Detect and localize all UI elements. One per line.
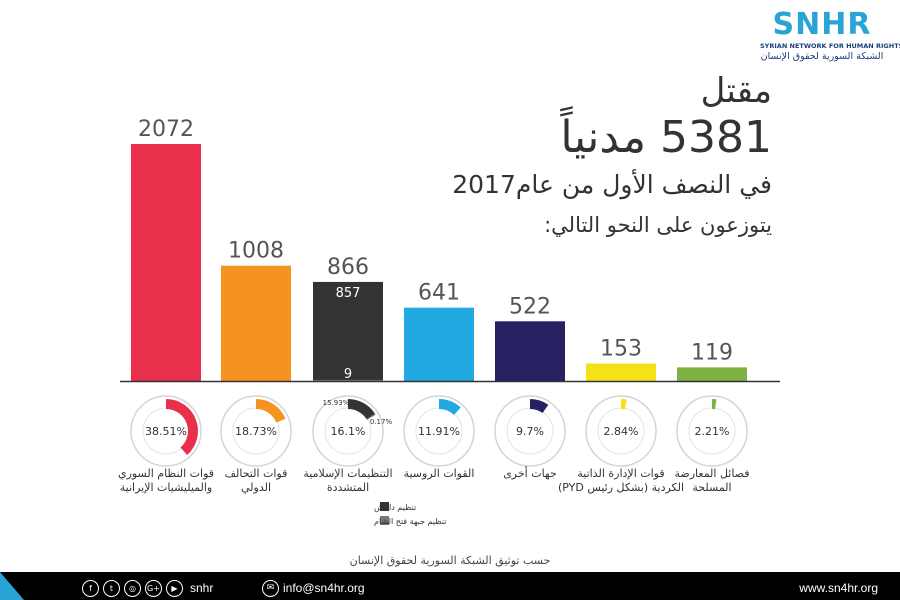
logo-english-name: SYRIAN NETWORK FOR HUMAN RIGHTS: [760, 42, 900, 50]
footer-accent: [0, 572, 24, 600]
percent-label: 18.73%: [235, 425, 277, 438]
percent-ring-inner: [688, 407, 736, 455]
bar-value-label: 866: [327, 255, 369, 280]
category-label: قوات النظام السوري: [118, 467, 214, 480]
logo-arabic-name: الشبكة السورية لحقوق الإنسان: [760, 51, 884, 62]
category-label: التنظيمات الإسلامية: [303, 467, 392, 480]
percent-arc: [529, 399, 549, 414]
source-note: حسب توثيق الشبكة السورية لحقوق الإنسان: [349, 554, 551, 567]
percent-ring-outline: [676, 395, 748, 467]
bar-segment-1: [313, 281, 383, 380]
youtube-icon[interactable]: ▶: [166, 580, 183, 597]
title-block: مقتل 5381 مدنياً في النصف الأول من عام20…: [252, 70, 772, 240]
bar-value-label: 119: [691, 340, 733, 365]
bar-value-label: 2072: [138, 117, 194, 142]
bar-value-label: 1008: [228, 239, 284, 264]
legend-swatch: [380, 516, 389, 525]
percent-ring-outline: [403, 395, 475, 467]
bar-value-label: 153: [600, 336, 642, 361]
percent-arc: [438, 399, 461, 416]
title-line-3: في النصف الأول من عام2017: [452, 170, 772, 199]
percent-label: 2.84%: [604, 425, 639, 438]
email-icon: ✉: [262, 580, 279, 597]
social-handle: snhr: [190, 581, 214, 595]
twitter-icon[interactable]: t: [103, 580, 120, 597]
title-line-2: 5381 مدنياً: [560, 112, 772, 163]
category-label: قوات الإدارة الذاتية: [577, 467, 664, 480]
segment-label: 9: [344, 367, 352, 382]
bar-value-label: 522: [509, 294, 551, 319]
bar: [495, 321, 565, 381]
title-line-4: يتوزعون على النحو التالي:: [544, 213, 772, 237]
bar: [586, 363, 656, 381]
facebook-icon[interactable]: f: [82, 580, 99, 597]
percent-arc: [366, 413, 376, 420]
percent-ring-outline: [585, 395, 657, 467]
segment-percent-label: 15.93%: [323, 399, 350, 407]
percent-label: 16.1%: [331, 425, 366, 438]
percent-arc: [165, 399, 198, 456]
bar: [221, 265, 291, 381]
percent-ring-outline: [130, 395, 202, 467]
legend-label: تنظيم جبهة فتح الشام: [374, 517, 447, 526]
email-link[interactable]: info@sn4hr.org: [283, 581, 365, 595]
percent-label: 11.91%: [418, 425, 460, 438]
percent-ring-outline: [312, 395, 384, 467]
bar: [677, 367, 747, 381]
bar-chart: 2072 1008 857 9 866 641 522 153 119 38.51% 18.73% 1…: [118, 117, 780, 526]
instagram-icon[interactable]: ◎: [124, 580, 141, 597]
segment-percent-label: 0.17%: [370, 418, 393, 426]
percent-label: 38.51%: [145, 425, 187, 438]
percent-arc: [347, 399, 375, 420]
percent-ring-outline: [220, 395, 292, 467]
category-label: الكردية (بشكل رئيس PYD): [558, 481, 684, 494]
category-label: القوات الروسية: [404, 467, 475, 480]
category-label: المتشددة: [327, 481, 369, 494]
bar: [131, 144, 201, 381]
category-label: المسلحة: [692, 481, 731, 494]
segment-label: 857: [336, 286, 361, 301]
snhr-logo: SNHR SYRIAN NETWORK FOR HUMAN RIGHTS الش…: [760, 7, 900, 63]
bar-value-label: 641: [418, 281, 460, 306]
google-plus-icon[interactable]: G+: [145, 580, 162, 597]
legend-swatch: [380, 502, 389, 511]
website-link[interactable]: www.sn4hr.org: [799, 581, 878, 595]
bar: [404, 307, 474, 381]
title-line-1: مقتل: [700, 71, 772, 111]
logo-mark: SNHR: [772, 7, 872, 42]
category-label: قوات التحالف: [225, 467, 288, 480]
percent-label: 2.21%: [695, 425, 730, 438]
legend-label: تنظيم داعش: [374, 503, 416, 512]
percent-label: 9.7%: [516, 425, 544, 438]
percent-ring-outline: [494, 395, 566, 467]
category-label: والميليشيات الإيرانية: [120, 481, 213, 494]
category-label: جهات أخرى: [503, 466, 557, 480]
bar-segment-2: [313, 379, 383, 381]
percent-ring-inner: [506, 407, 554, 455]
category-label: الدولي: [241, 481, 271, 494]
percent-ring-inner: [415, 407, 463, 455]
category-label: فصائل المعارضة: [674, 467, 749, 480]
percent-arc: [255, 399, 286, 423]
